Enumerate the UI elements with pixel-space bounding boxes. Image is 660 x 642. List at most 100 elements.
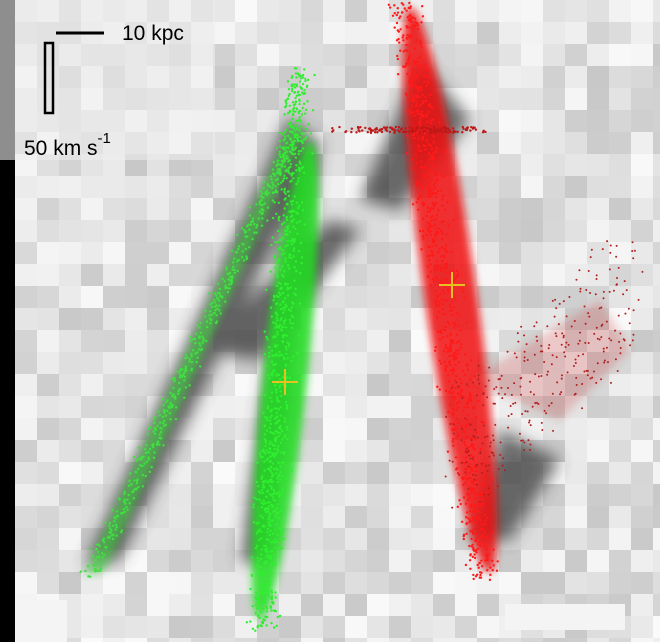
pixel [125, 220, 147, 242]
particle [265, 289, 267, 291]
particle [453, 356, 455, 358]
pixel [147, 616, 169, 638]
particle [441, 205, 443, 207]
pixel [345, 154, 367, 176]
particle [443, 292, 445, 294]
particle [435, 202, 437, 204]
particle [396, 22, 398, 24]
particle [243, 259, 245, 261]
particle [419, 185, 421, 187]
particle [489, 566, 491, 568]
particle [292, 177, 294, 179]
pixel [15, 396, 37, 418]
particle [452, 438, 454, 440]
particle [425, 148, 427, 150]
particle [478, 562, 480, 564]
pixel [345, 132, 367, 154]
pixel [147, 638, 169, 642]
particle [558, 323, 560, 325]
particle [159, 434, 161, 436]
pixel [609, 374, 631, 396]
particle [526, 343, 528, 345]
particle [491, 560, 493, 562]
particle [272, 496, 274, 498]
velocity-text: 50 km s [24, 137, 98, 160]
particle [270, 423, 272, 425]
pixel [345, 44, 367, 66]
particle [279, 384, 281, 386]
particle [292, 113, 294, 115]
particle [246, 236, 248, 238]
particle [276, 396, 278, 398]
particle [273, 554, 275, 556]
particle [125, 506, 127, 508]
particle [575, 362, 577, 364]
pixel [301, 0, 323, 22]
particle [292, 239, 294, 241]
particle [248, 246, 250, 248]
particle [275, 375, 277, 377]
particle [204, 315, 206, 317]
particle [221, 296, 223, 298]
pixel [367, 396, 389, 418]
particle [283, 175, 285, 177]
particle [514, 402, 516, 404]
particle [261, 450, 263, 452]
particle [455, 456, 457, 458]
pixel [653, 220, 660, 242]
particle [260, 611, 262, 613]
particle [276, 317, 278, 319]
particle [398, 17, 400, 19]
particle [194, 342, 196, 344]
particle [269, 270, 271, 272]
particle [288, 253, 290, 255]
particle [183, 372, 185, 374]
pixel [631, 616, 653, 638]
particle [269, 513, 271, 515]
particle [610, 382, 612, 384]
pixel [411, 440, 433, 462]
particle [534, 354, 536, 356]
particle [489, 574, 491, 576]
particle [610, 339, 612, 341]
particle [266, 189, 268, 191]
pixel [213, 88, 235, 110]
particle [105, 546, 107, 548]
particle [460, 395, 462, 397]
particle [116, 510, 118, 512]
particle [420, 66, 422, 68]
particle [585, 323, 587, 325]
particle [280, 451, 282, 453]
particle [282, 340, 284, 342]
particle [449, 271, 451, 273]
particle [274, 440, 276, 442]
particle [561, 344, 563, 346]
particle [415, 85, 417, 87]
particle [473, 459, 475, 461]
particle [474, 497, 476, 499]
particle [274, 454, 276, 456]
particle [467, 406, 469, 408]
pixel [345, 330, 367, 352]
particle [230, 283, 232, 285]
particle [481, 484, 483, 486]
particle [430, 230, 432, 232]
particle [449, 364, 451, 366]
pixel [565, 550, 587, 572]
pixel [565, 242, 587, 264]
particle [281, 430, 283, 432]
particle [462, 410, 464, 412]
particle [429, 263, 431, 265]
particle [442, 336, 444, 338]
particle [453, 326, 455, 328]
particle [487, 470, 489, 472]
particle [466, 448, 468, 450]
particle [227, 291, 229, 293]
pixel [389, 462, 411, 484]
particle [389, 126, 391, 128]
particle [204, 309, 206, 311]
pixel [587, 176, 609, 198]
particle [286, 478, 288, 480]
pixel [411, 484, 433, 506]
particle [427, 255, 429, 257]
